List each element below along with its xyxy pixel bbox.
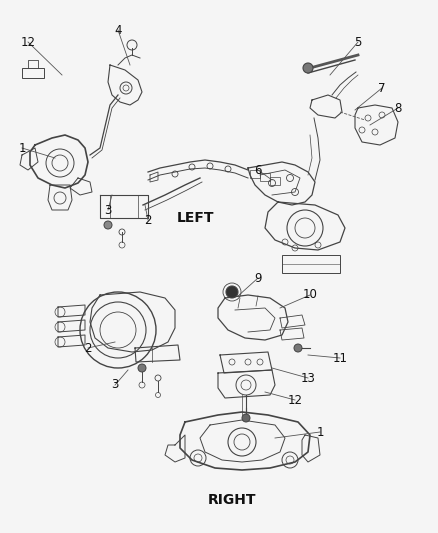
Text: 3: 3 xyxy=(111,378,119,392)
Circle shape xyxy=(138,364,146,372)
Bar xyxy=(250,170,260,178)
Circle shape xyxy=(294,344,302,352)
Text: 10: 10 xyxy=(303,288,318,302)
Bar xyxy=(270,177,280,185)
Bar xyxy=(22,68,44,78)
Text: 12: 12 xyxy=(21,36,35,49)
Text: 6: 6 xyxy=(254,164,262,176)
Circle shape xyxy=(303,63,313,73)
Text: 5: 5 xyxy=(354,36,362,49)
Circle shape xyxy=(242,414,250,422)
Text: 12: 12 xyxy=(287,393,303,407)
Text: RIGHT: RIGHT xyxy=(208,493,256,507)
Text: 1: 1 xyxy=(18,141,26,155)
Text: 7: 7 xyxy=(378,82,386,94)
Text: 8: 8 xyxy=(394,101,402,115)
Bar xyxy=(260,173,270,181)
Text: 13: 13 xyxy=(300,372,315,384)
Circle shape xyxy=(226,286,238,298)
Text: 1: 1 xyxy=(316,425,324,439)
Text: 9: 9 xyxy=(254,271,262,285)
Text: 2: 2 xyxy=(84,342,92,354)
Text: 3: 3 xyxy=(104,204,112,216)
Bar xyxy=(282,255,340,273)
Text: 4: 4 xyxy=(114,23,122,36)
Circle shape xyxy=(104,221,112,229)
Text: LEFT: LEFT xyxy=(176,211,214,225)
Text: 2: 2 xyxy=(144,214,152,227)
Text: 11: 11 xyxy=(332,351,347,365)
